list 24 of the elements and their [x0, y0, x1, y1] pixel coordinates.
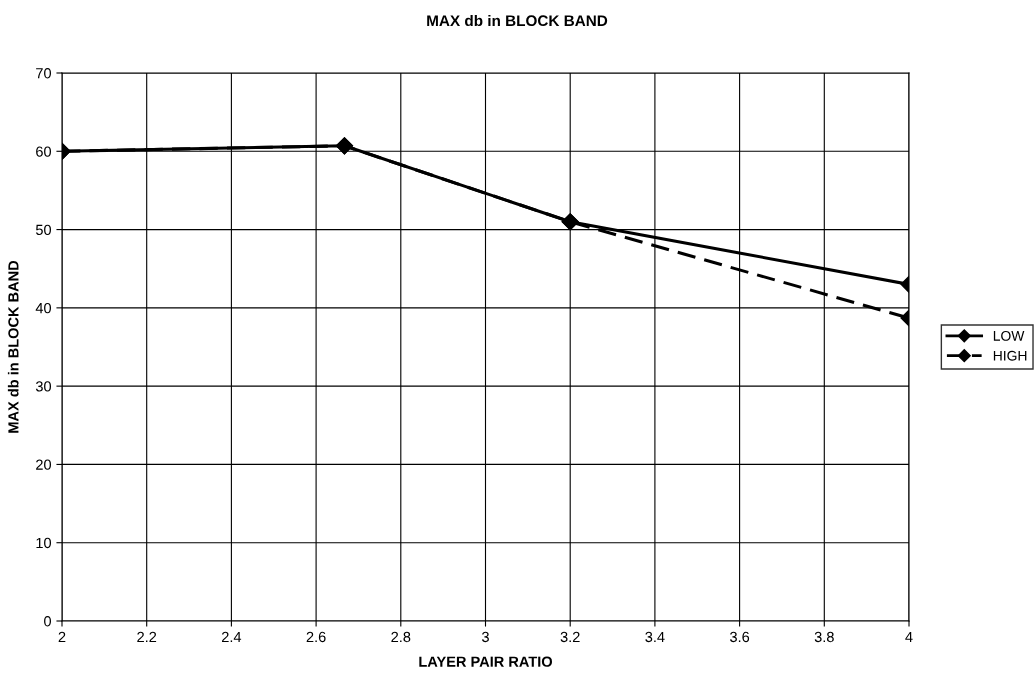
x-tick-label: 2.2	[137, 631, 157, 642]
x-tick-label: 2.8	[391, 631, 411, 643]
x-tick-label: 4	[905, 631, 913, 642]
y-tick-label: 70	[36, 68, 52, 79]
x-tick-label: 3.6	[730, 631, 750, 643]
y-tick-label: 50	[35, 224, 52, 235]
legend-label: LOW	[993, 330, 1025, 341]
y-tick-label: 0	[44, 616, 52, 627]
x-tick-label: 3.8	[814, 631, 834, 643]
y-axis-title: MAX db in BLOCK BAND	[7, 260, 19, 433]
x-tick-label: 3.2	[560, 631, 580, 643]
legend-label: HIGH	[993, 350, 1027, 361]
x-tick-label: 3	[482, 631, 489, 643]
y-tick-label: 10	[36, 537, 52, 549]
x-tick-label: 2	[58, 631, 66, 642]
x-tick-label: 3.4	[645, 631, 665, 643]
x-axis-title: LAYER PAIR RATIO	[419, 656, 553, 667]
x-tick-label: 2.6	[306, 631, 326, 643]
y-tick-label: 20	[36, 459, 52, 470]
y-tick-label: 30	[35, 381, 52, 392]
y-tick-label: 40	[35, 302, 52, 314]
x-tick-label: 2.4	[222, 631, 242, 642]
y-tick-label: 60	[36, 146, 52, 157]
chart-title: MAX db in BLOCK BAND	[427, 14, 608, 27]
